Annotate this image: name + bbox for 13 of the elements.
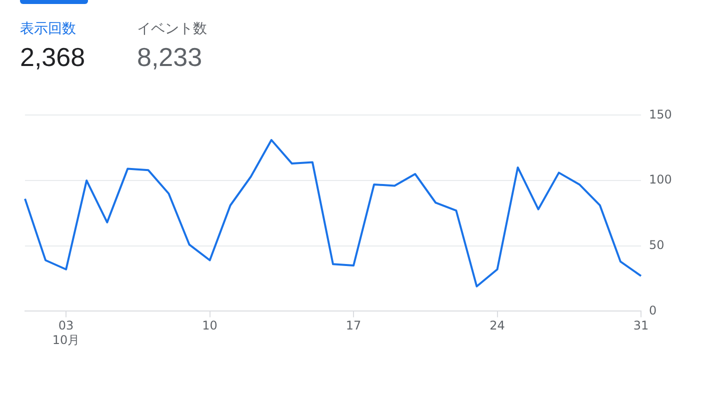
y-tick-label: 0	[649, 303, 657, 318]
y-tick-label: 50	[649, 238, 664, 252]
text: イベント数	[137, 20, 207, 38]
x-tick-label: 31	[633, 318, 649, 333]
x-tick-label: 24	[490, 318, 505, 333]
x-tick-label: 03 10月	[52, 318, 80, 347]
text: 2,368	[20, 42, 86, 73]
y-tick-label: 100	[649, 172, 672, 187]
y-tick-label: 150	[649, 107, 672, 122]
x-tick-label: 17	[346, 318, 362, 333]
x-tick-label: 10	[202, 318, 218, 333]
text: 表示回数	[20, 20, 77, 38]
text: 8,233	[137, 42, 204, 73]
